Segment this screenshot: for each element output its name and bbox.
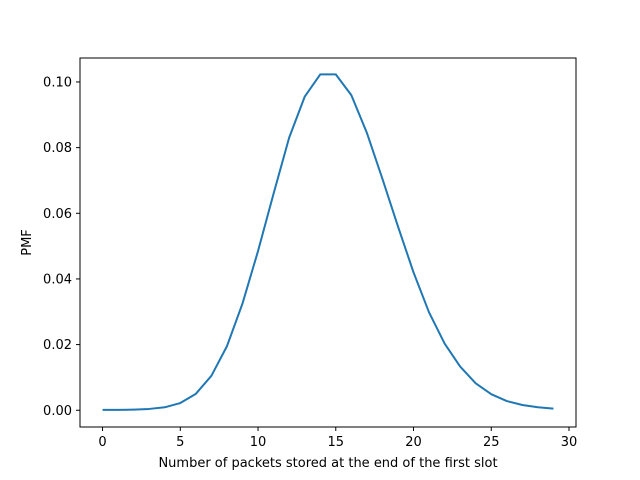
y-tick-label: 0.08 — [43, 141, 72, 156]
x-axis-ticks: 0 5 10 15 20 25 30 — [98, 427, 577, 450]
x-tick-label: 25 — [483, 435, 500, 450]
series-layer — [102, 73, 554, 411]
y-tick-label: 0.10 — [43, 75, 72, 90]
x-axis-label: Number of packets stored at the end of t… — [158, 456, 497, 471]
plot-area-frame — [79, 57, 577, 428]
x-tick-label: 10 — [250, 435, 267, 450]
x-tick-label: 15 — [328, 435, 345, 450]
x-tick-label: 0 — [98, 435, 106, 450]
x-tick-label: 30 — [561, 435, 578, 450]
y-axis-label: PMF — [20, 229, 35, 256]
x-tick-label: 20 — [405, 435, 422, 450]
y-tick-label: 0.06 — [43, 207, 72, 222]
y-axis-ticks: 0.00 0.02 0.04 0.06 0.08 0.10 — [43, 75, 80, 419]
y-tick-label: 0.04 — [43, 272, 72, 287]
y-tick-label: 0.00 — [43, 404, 72, 419]
y-tick-label: 0.02 — [43, 338, 72, 353]
x-tick-label: 5 — [176, 435, 184, 450]
series-line-0 — [102, 73, 554, 411]
